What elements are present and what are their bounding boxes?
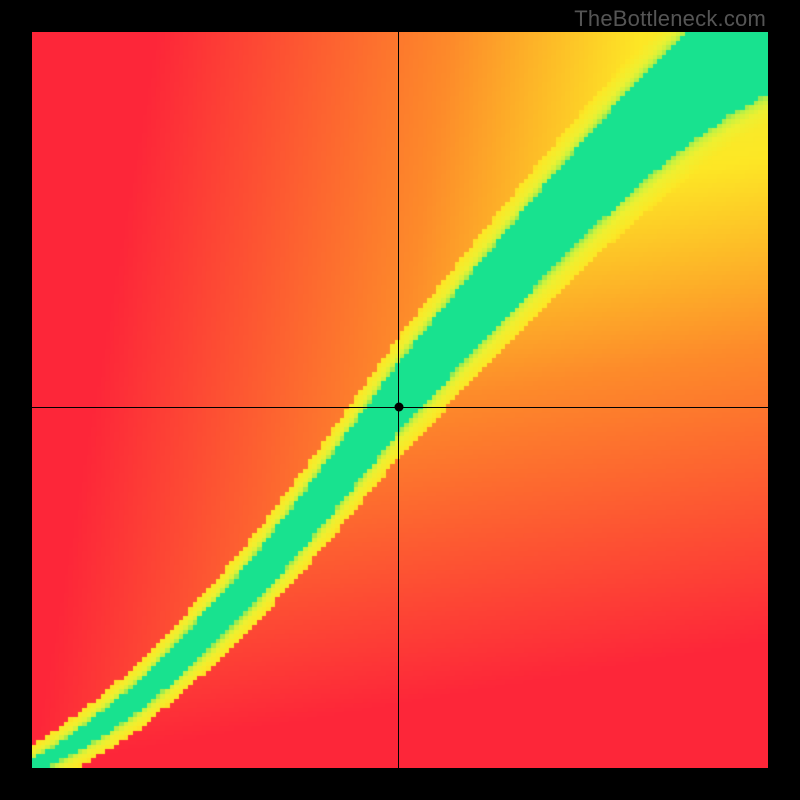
chart-frame: TheBottleneck.com (0, 0, 800, 800)
heatmap-canvas (32, 32, 768, 768)
marker-dot (394, 403, 403, 412)
plot-area (32, 32, 768, 768)
watermark-text: TheBottleneck.com (574, 6, 766, 32)
crosshair-vertical (398, 32, 399, 768)
